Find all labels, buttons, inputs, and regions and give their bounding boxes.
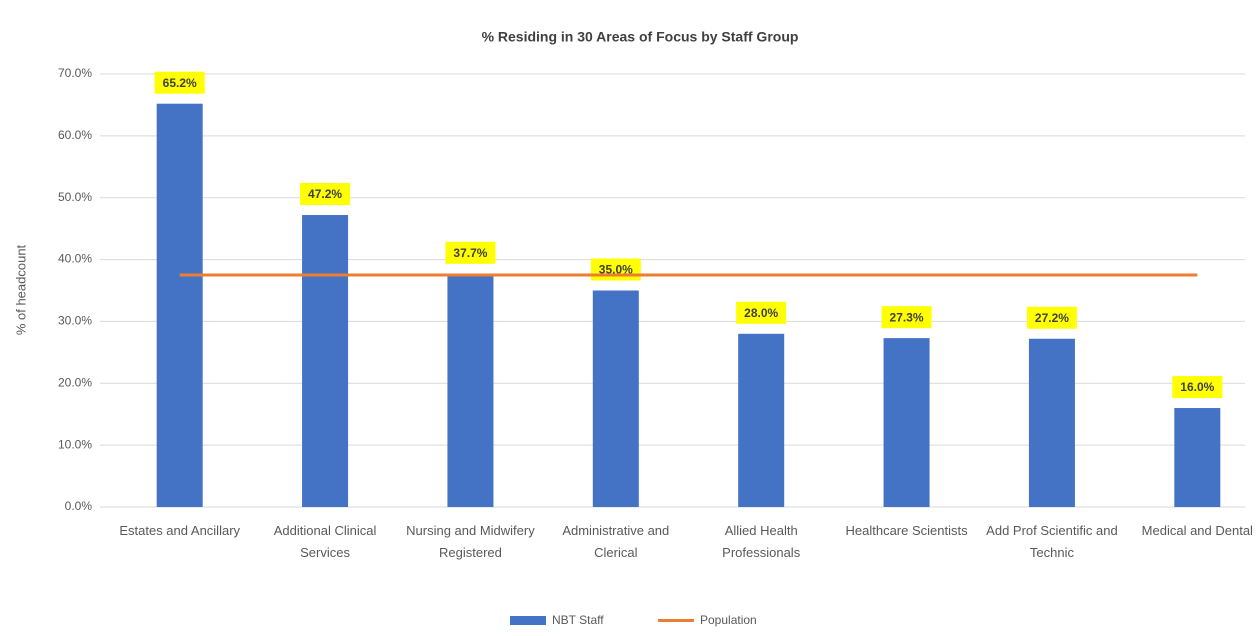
data-label: 28.0%	[744, 306, 778, 320]
y-tick-label: 70.0%	[58, 66, 92, 80]
y-tick-label: 30.0%	[58, 314, 92, 328]
data-label-bg	[881, 306, 932, 329]
data-label: 27.2%	[1035, 311, 1069, 325]
y-tick-label: 40.0%	[58, 252, 92, 266]
bar	[1028, 338, 1075, 507]
bar	[302, 215, 349, 507]
x-tick-label: Administrative and Clerical	[562, 523, 670, 560]
bar	[156, 103, 203, 507]
legend-swatch	[510, 616, 546, 625]
x-tick-label: Additional Clinical Services	[273, 523, 377, 560]
data-label: 47.2%	[308, 187, 342, 201]
legend-label: NBT Staff	[552, 613, 604, 627]
data-label-bg	[154, 71, 205, 94]
y-tick-label: 10.0%	[58, 437, 92, 451]
chart-title: % Residing in 30 Areas of Focus by Staff…	[482, 29, 799, 45]
bar	[592, 290, 639, 507]
data-label: 37.7%	[453, 246, 487, 260]
y-tick-label: 20.0%	[58, 375, 92, 389]
bar	[883, 338, 930, 507]
y-axis-label: % of headcount	[13, 244, 28, 335]
data-label-bg	[445, 241, 496, 264]
x-tick-label: Add Prof Scientific and Technic	[986, 523, 1118, 560]
y-tick-label: 50.0%	[58, 190, 92, 204]
x-tick-label: Healthcare Scientists	[845, 523, 968, 538]
legend-label: Population	[700, 613, 757, 627]
x-tick-label: Medical and Dental	[1141, 523, 1253, 538]
x-tick-label: Nursing and Midwifery Registered	[406, 523, 535, 560]
data-label-bg	[736, 301, 787, 324]
data-label: 16.0%	[1180, 380, 1214, 394]
data-label: 27.3%	[890, 310, 924, 324]
data-label-bg	[1026, 306, 1077, 329]
y-tick-label: 0.0%	[65, 499, 93, 513]
x-tick-label: Estates and Ancillary	[119, 523, 241, 538]
bar	[1174, 408, 1221, 507]
data-label-bg	[300, 183, 351, 206]
y-tick-label: 60.0%	[58, 128, 92, 142]
data-label: 35.0%	[599, 263, 633, 277]
data-label-bg	[1172, 376, 1223, 399]
data-label: 65.2%	[163, 76, 197, 90]
bar	[738, 333, 785, 507]
bar	[447, 273, 494, 507]
x-tick-label: Allied Health Professionals	[722, 523, 801, 560]
